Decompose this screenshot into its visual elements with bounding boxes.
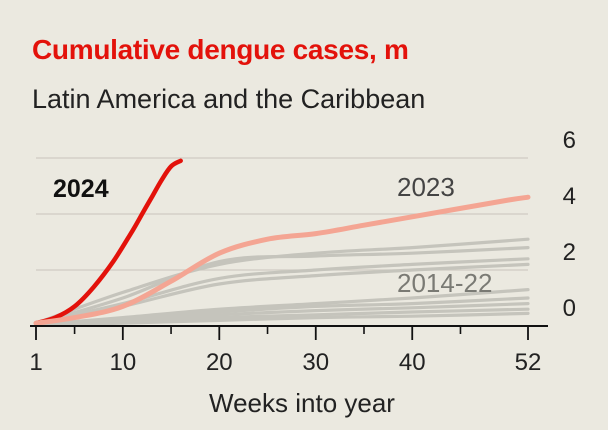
y-tick-label-0: 0 [563,295,576,322]
series-2014-22-lines [34,237,530,327]
series-line-2024 [33,158,183,326]
series-highlight-lines [33,158,531,326]
annotation-2024: 2024 [53,175,109,203]
chart-subtitle: Latin America and the Caribbean [32,84,426,114]
annotation-2014-22: 2014-22 [397,268,492,298]
x-axis: 1 10 20 30 40 52 [29,325,548,376]
y-tick-label-6: 6 [563,127,576,154]
series-line-2023 [33,194,531,326]
x-tick-label-30: 30 [302,349,329,376]
x-axis-label: Weeks into year [209,388,395,418]
y-tick-label-4: 4 [563,183,576,210]
y-tick-label-2: 2 [563,239,576,266]
x-tick-label-10: 10 [109,349,136,376]
x-tick-label-20: 20 [206,349,233,376]
x-tick-label-52: 52 [515,349,542,376]
annotation-2023: 2023 [397,172,455,202]
chart-title: Cumulative dengue cases, m [32,34,409,65]
series-line-2014-22-c [34,257,530,325]
x-tick-label-40: 40 [399,349,426,376]
series-line-2014-22-i [34,311,530,327]
series-annotations: 2024 2023 2014-22 [53,172,492,298]
y-tick-labels: 0 2 4 6 [563,127,576,322]
x-tick-label-1: 1 [29,349,42,376]
series-line-2014-22-b [34,246,530,325]
